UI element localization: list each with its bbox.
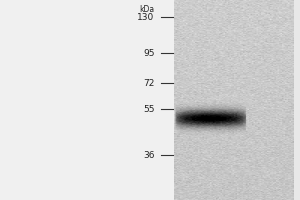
Text: 72: 72 xyxy=(143,78,154,88)
Text: 36: 36 xyxy=(143,150,154,160)
Text: 55: 55 xyxy=(143,104,154,114)
Text: 130: 130 xyxy=(137,12,154,21)
Bar xyxy=(0,0,174,200)
Text: kDa: kDa xyxy=(140,4,154,14)
Text: 95: 95 xyxy=(143,48,154,58)
